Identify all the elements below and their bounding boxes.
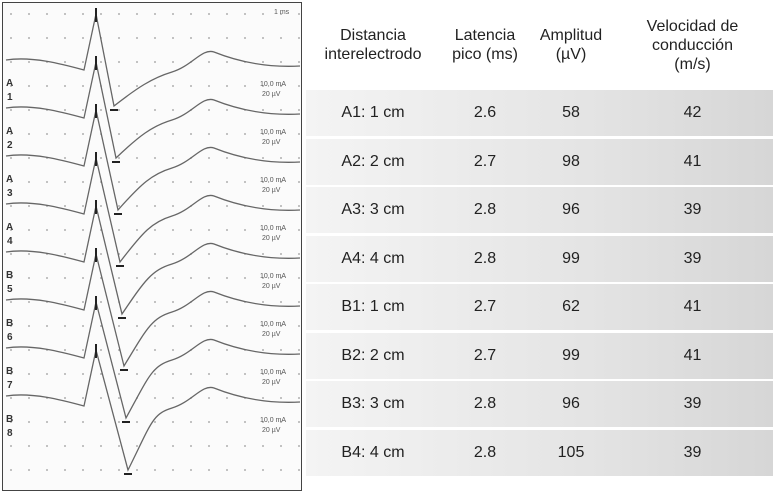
trace-sensitivity: 20 µV — [262, 331, 281, 338]
table-cell: 42 — [612, 104, 773, 122]
table-cell: A2: 2 cm — [306, 153, 440, 171]
trace-sensitivity: 20 µV — [262, 91, 281, 98]
trace-group: A — [6, 78, 13, 89]
trace-group: A — [6, 174, 13, 185]
trace-number: 1 — [7, 92, 13, 103]
table-cell: 2.7 — [440, 298, 530, 316]
table-cell: 39 — [612, 201, 773, 219]
table-cell: 99 — [530, 250, 612, 268]
trace-group: B — [6, 270, 13, 281]
table-cell: 2.8 — [440, 250, 530, 268]
trace-number: 7 — [7, 380, 13, 391]
table-cell: 2.8 — [440, 201, 530, 219]
trace-group: B — [6, 366, 13, 377]
table-cell: 2.6 — [440, 104, 530, 122]
trace-gain: 10,0 mA — [260, 81, 286, 88]
trace-number: 4 — [7, 236, 13, 247]
trace-gain: 10,0 mA — [260, 225, 286, 232]
scale-label: 1 ms — [274, 9, 290, 16]
emg-figure: 1 ms A 1 10,0 mA 20 µV A 2 10,0 mA 20 µV A 3 10,0 … — [2, 2, 302, 491]
trace-sensitivity: 20 µV — [262, 187, 281, 194]
trace-number: 2 — [7, 140, 13, 151]
table-cell: 2.7 — [440, 347, 530, 365]
table-cell: 99 — [530, 347, 612, 365]
table-cell: 62 — [530, 298, 612, 316]
trace-number: 8 — [7, 428, 13, 439]
trace-group: B — [6, 318, 13, 329]
table-cell: B1: 1 cm — [306, 298, 440, 316]
table-cell: A4: 4 cm — [306, 250, 440, 268]
table-cell: 2.8 — [440, 395, 530, 413]
trace-gain: 10,0 mA — [260, 321, 286, 328]
trace-number: 5 — [7, 284, 13, 295]
table-cell: 39 — [612, 444, 773, 462]
table-cell: B4: 4 cm — [306, 444, 440, 462]
trace-gain: 10,0 mA — [260, 273, 286, 280]
table-cell: 2.7 — [440, 153, 530, 171]
table-cell: 2.8 — [440, 444, 530, 462]
trace-gain: 10,0 mA — [260, 369, 286, 376]
table-cell: 96 — [530, 395, 612, 413]
table-cell: 98 — [530, 153, 612, 171]
trace-sensitivity: 20 µV — [262, 235, 281, 242]
grid-dots — [4, 4, 300, 489]
header-cell: Velocidad de conducción (m/s) — [612, 17, 773, 74]
table-cell: 41 — [612, 347, 773, 365]
table-cell: 96 — [530, 201, 612, 219]
trace-group: A — [6, 222, 13, 233]
header-cell: Amplitud (µV) — [530, 26, 612, 64]
trace-gain: 10,0 mA — [260, 129, 286, 136]
header-cell: Latencia pico (ms) — [440, 26, 530, 64]
table-cell: A3: 3 cm — [306, 201, 440, 219]
trace-sensitivity: 20 µV — [262, 427, 281, 434]
table-cell: 58 — [530, 104, 612, 122]
trace-group: B — [6, 414, 13, 425]
table-cell: 41 — [612, 153, 773, 171]
trace-sensitivity: 20 µV — [262, 379, 281, 386]
page: 1 ms A 1 10,0 mA 20 µV A 2 10,0 mA 20 µV A 3 10,0 … — [0, 0, 773, 493]
table-cell: B3: 3 cm — [306, 395, 440, 413]
table-cell: B2: 2 cm — [306, 347, 440, 365]
header-cell: Distancia interelectrodo — [306, 26, 440, 64]
table-cell: 105 — [530, 444, 612, 462]
trace-group: A — [6, 126, 13, 137]
trace-sensitivity: 20 µV — [262, 139, 281, 146]
trace-number: 3 — [7, 188, 13, 199]
table-cell: 39 — [612, 250, 773, 268]
trace-sensitivity: 20 µV — [262, 283, 281, 290]
table-cell: 39 — [612, 395, 773, 413]
trace-gain: 10,0 mA — [260, 177, 286, 184]
trace-gain: 10,0 mA — [260, 417, 286, 424]
table-cell: 41 — [612, 298, 773, 316]
table-cell: A1: 1 cm — [306, 104, 440, 122]
trace-number: 6 — [7, 332, 13, 343]
